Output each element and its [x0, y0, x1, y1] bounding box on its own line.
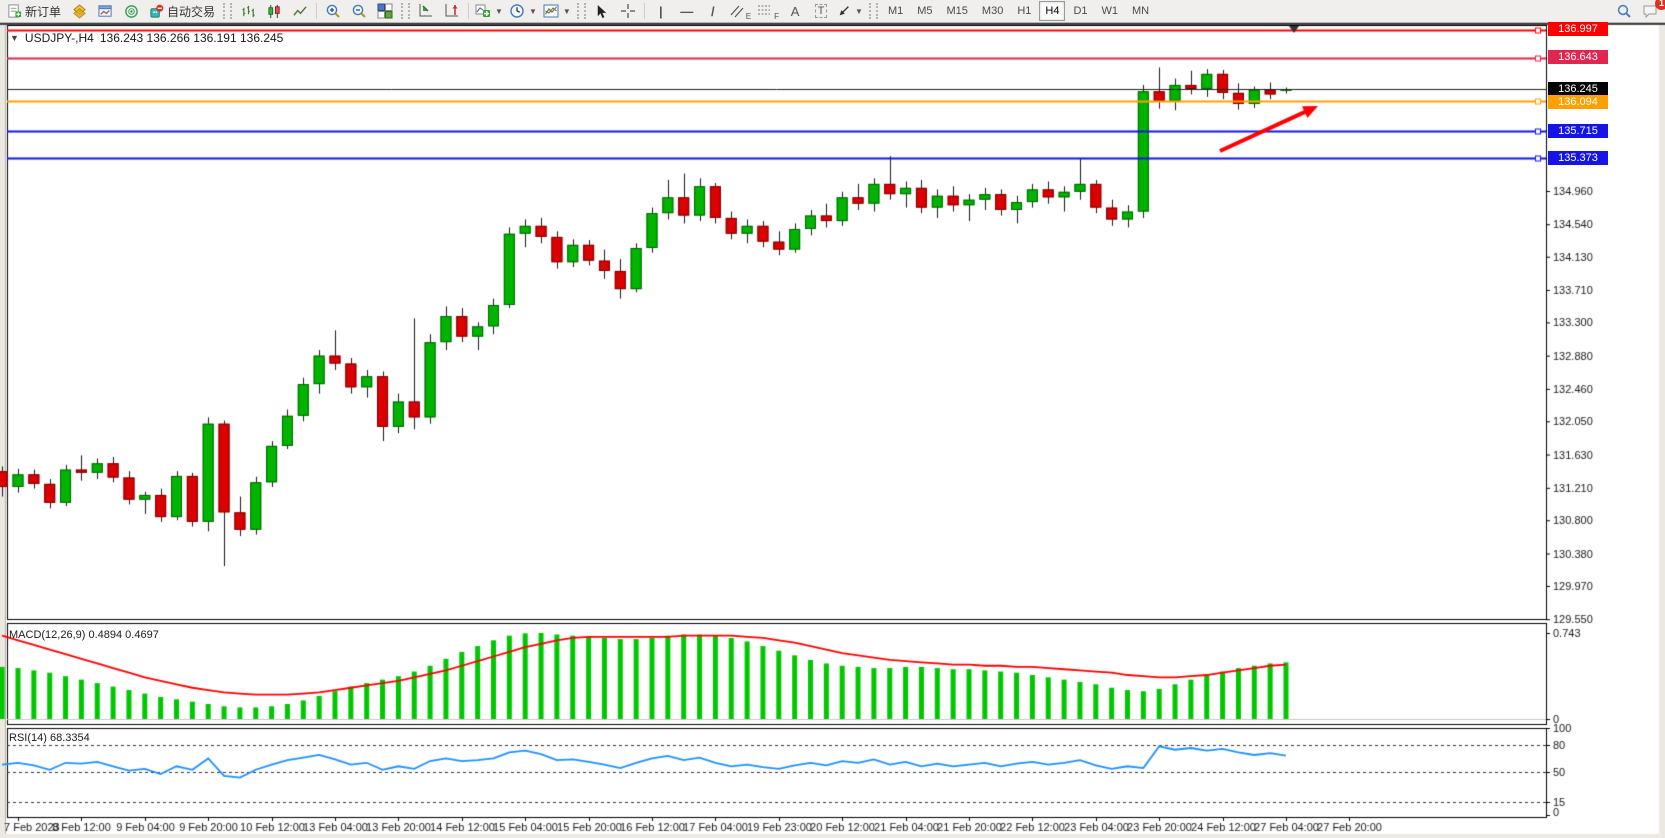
timeframe-m30[interactable]: M30: [981, 5, 1004, 17]
toolbar-grip: [868, 3, 878, 19]
new-order-icon: [8, 3, 22, 18]
timeframe-h1[interactable]: H1: [1017, 5, 1032, 17]
chart-title: ▼ USDJPY-,H4 136.243 136.266 136.191 136…: [10, 31, 283, 45]
clock-icon: [510, 4, 524, 18]
trendline-tool-button[interactable]: /: [700, 0, 726, 22]
label-tool-button[interactable]: T: [808, 0, 834, 22]
candlestick-chart-icon: [267, 4, 280, 18]
cursor-icon: [598, 4, 607, 18]
search-button[interactable]: [1611, 0, 1637, 22]
market-watch-icon: [72, 3, 86, 19]
trendline-glyph: /: [710, 3, 715, 19]
zoom-out-button[interactable]: [346, 0, 372, 22]
data-window-icon: [97, 4, 112, 17]
text-tool-glyph: A: [790, 3, 800, 19]
timeframe-m15[interactable]: M15: [946, 5, 968, 17]
ohlc-values: 136.243 136.266 136.191 136.245: [99, 31, 284, 45]
fibonacci-tool-button[interactable]: F: [754, 0, 782, 22]
dropdown-caret: ▼: [528, 6, 537, 16]
auto-arrange-button[interactable]: [413, 0, 439, 22]
data-window-button[interactable]: [92, 0, 118, 22]
candlestick-chart-button[interactable]: [261, 0, 287, 22]
templates-icon: [543, 4, 559, 18]
main-toolbar: 新订单 自动交易 ▼ ▼: [0, 0, 1665, 23]
channel-letter: E: [745, 12, 752, 21]
price-chart-canvas[interactable]: [0, 23, 1665, 838]
toolbar-separator: [316, 3, 318, 19]
autotrading-icon: [150, 4, 164, 18]
toolbar-grip: [576, 3, 586, 19]
notifications-button[interactable]: 1: [1637, 0, 1665, 22]
line-price-tag[interactable]: 136.643: [1548, 50, 1608, 64]
rsi-label: RSI(14) 68.3354: [9, 732, 90, 744]
strategy-tester-icon: [124, 4, 138, 18]
timeframe-w1[interactable]: W1: [1101, 5, 1119, 17]
timeframe-mn[interactable]: MN: [1132, 5, 1150, 17]
timeframe-d1[interactable]: D1: [1073, 5, 1088, 17]
channel-icon: [730, 5, 744, 18]
chart-shift-icon: [445, 4, 459, 17]
bar-chart-button[interactable]: [235, 0, 261, 22]
fibonacci-icon: [758, 5, 771, 15]
crosshair-tool-button[interactable]: [615, 0, 641, 22]
market-watch-button[interactable]: [66, 0, 92, 22]
strategy-tester-button[interactable]: [118, 0, 144, 22]
horizontal-line-glyph: —: [680, 3, 694, 19]
toolbar-grip: [223, 3, 233, 19]
timeframe-h4[interactable]: H4: [1039, 1, 1066, 21]
toolbar-separator: [468, 3, 470, 19]
channel-tool-button[interactable]: E: [726, 0, 754, 22]
text-tool-button[interactable]: A: [782, 0, 808, 22]
search-icon: [1617, 4, 1631, 18]
line-price-tag[interactable]: 136.094: [1548, 95, 1608, 109]
dropdown-caret: ▼: [495, 6, 503, 16]
tile-windows-icon: [377, 3, 393, 19]
crosshair-icon: [620, 4, 635, 18]
autotrading-label: 自动交易: [167, 4, 216, 19]
line-price-tag[interactable]: 135.373: [1548, 151, 1608, 165]
line-chart-icon: [292, 5, 307, 16]
vertical-line-tool-button[interactable]: |: [648, 0, 674, 22]
arrows-tool-button[interactable]: ▼: [834, 0, 866, 22]
new-order-label: 新订单: [25, 4, 62, 19]
tile-windows-button[interactable]: [372, 0, 398, 22]
bar-chart-icon: [241, 5, 255, 17]
toolbar-separator: [643, 3, 645, 19]
chart-shift-button[interactable]: [439, 0, 465, 22]
label-tool-glyph: T: [814, 4, 828, 18]
horizontal-line-tool-button[interactable]: —: [674, 0, 700, 22]
arrows-tool-icon: [839, 6, 849, 16]
indicators-icon: [475, 4, 491, 17]
symbol-period-label: USDJPY-,H4: [24, 31, 94, 45]
macd-label: MACD(12,26,9) 0.4894 0.4697: [9, 629, 159, 641]
timeframe-m5[interactable]: M5: [917, 5, 933, 17]
templates-button[interactable]: ▼: [540, 0, 574, 22]
periods-button[interactable]: ▼: [506, 0, 540, 22]
line-chart-button[interactable]: [287, 0, 313, 22]
dropdown-caret: ▼: [855, 6, 863, 16]
auto-arrange-icon: [419, 4, 433, 17]
chevron-down-icon[interactable]: ▼: [10, 33, 19, 43]
indicators-button[interactable]: ▼: [472, 0, 506, 22]
line-price-tag[interactable]: 136.997: [1548, 22, 1608, 36]
cursor-tool-button[interactable]: [589, 0, 615, 22]
line-price-tag[interactable]: 135.715: [1548, 124, 1608, 138]
new-order-button[interactable]: 新订单: [2, 0, 66, 22]
toolbar-grip: [401, 3, 411, 19]
autotrading-button[interactable]: 自动交易: [144, 0, 220, 22]
fibonacci-letter: F: [774, 12, 780, 21]
zoom-out-icon: [352, 4, 366, 18]
dropdown-caret: ▼: [562, 6, 571, 16]
timeframe-m1[interactable]: M1: [887, 5, 904, 17]
current-price-tag: 136.245: [1548, 82, 1608, 96]
vertical-line-glyph: |: [658, 3, 663, 19]
zoom-in-button[interactable]: [320, 0, 346, 22]
chart-window: ▼ USDJPY-,H4 136.243 136.266 136.191 136…: [0, 22, 1665, 838]
zoom-in-icon: [326, 4, 340, 18]
notification-badge: 1: [1655, 0, 1665, 10]
